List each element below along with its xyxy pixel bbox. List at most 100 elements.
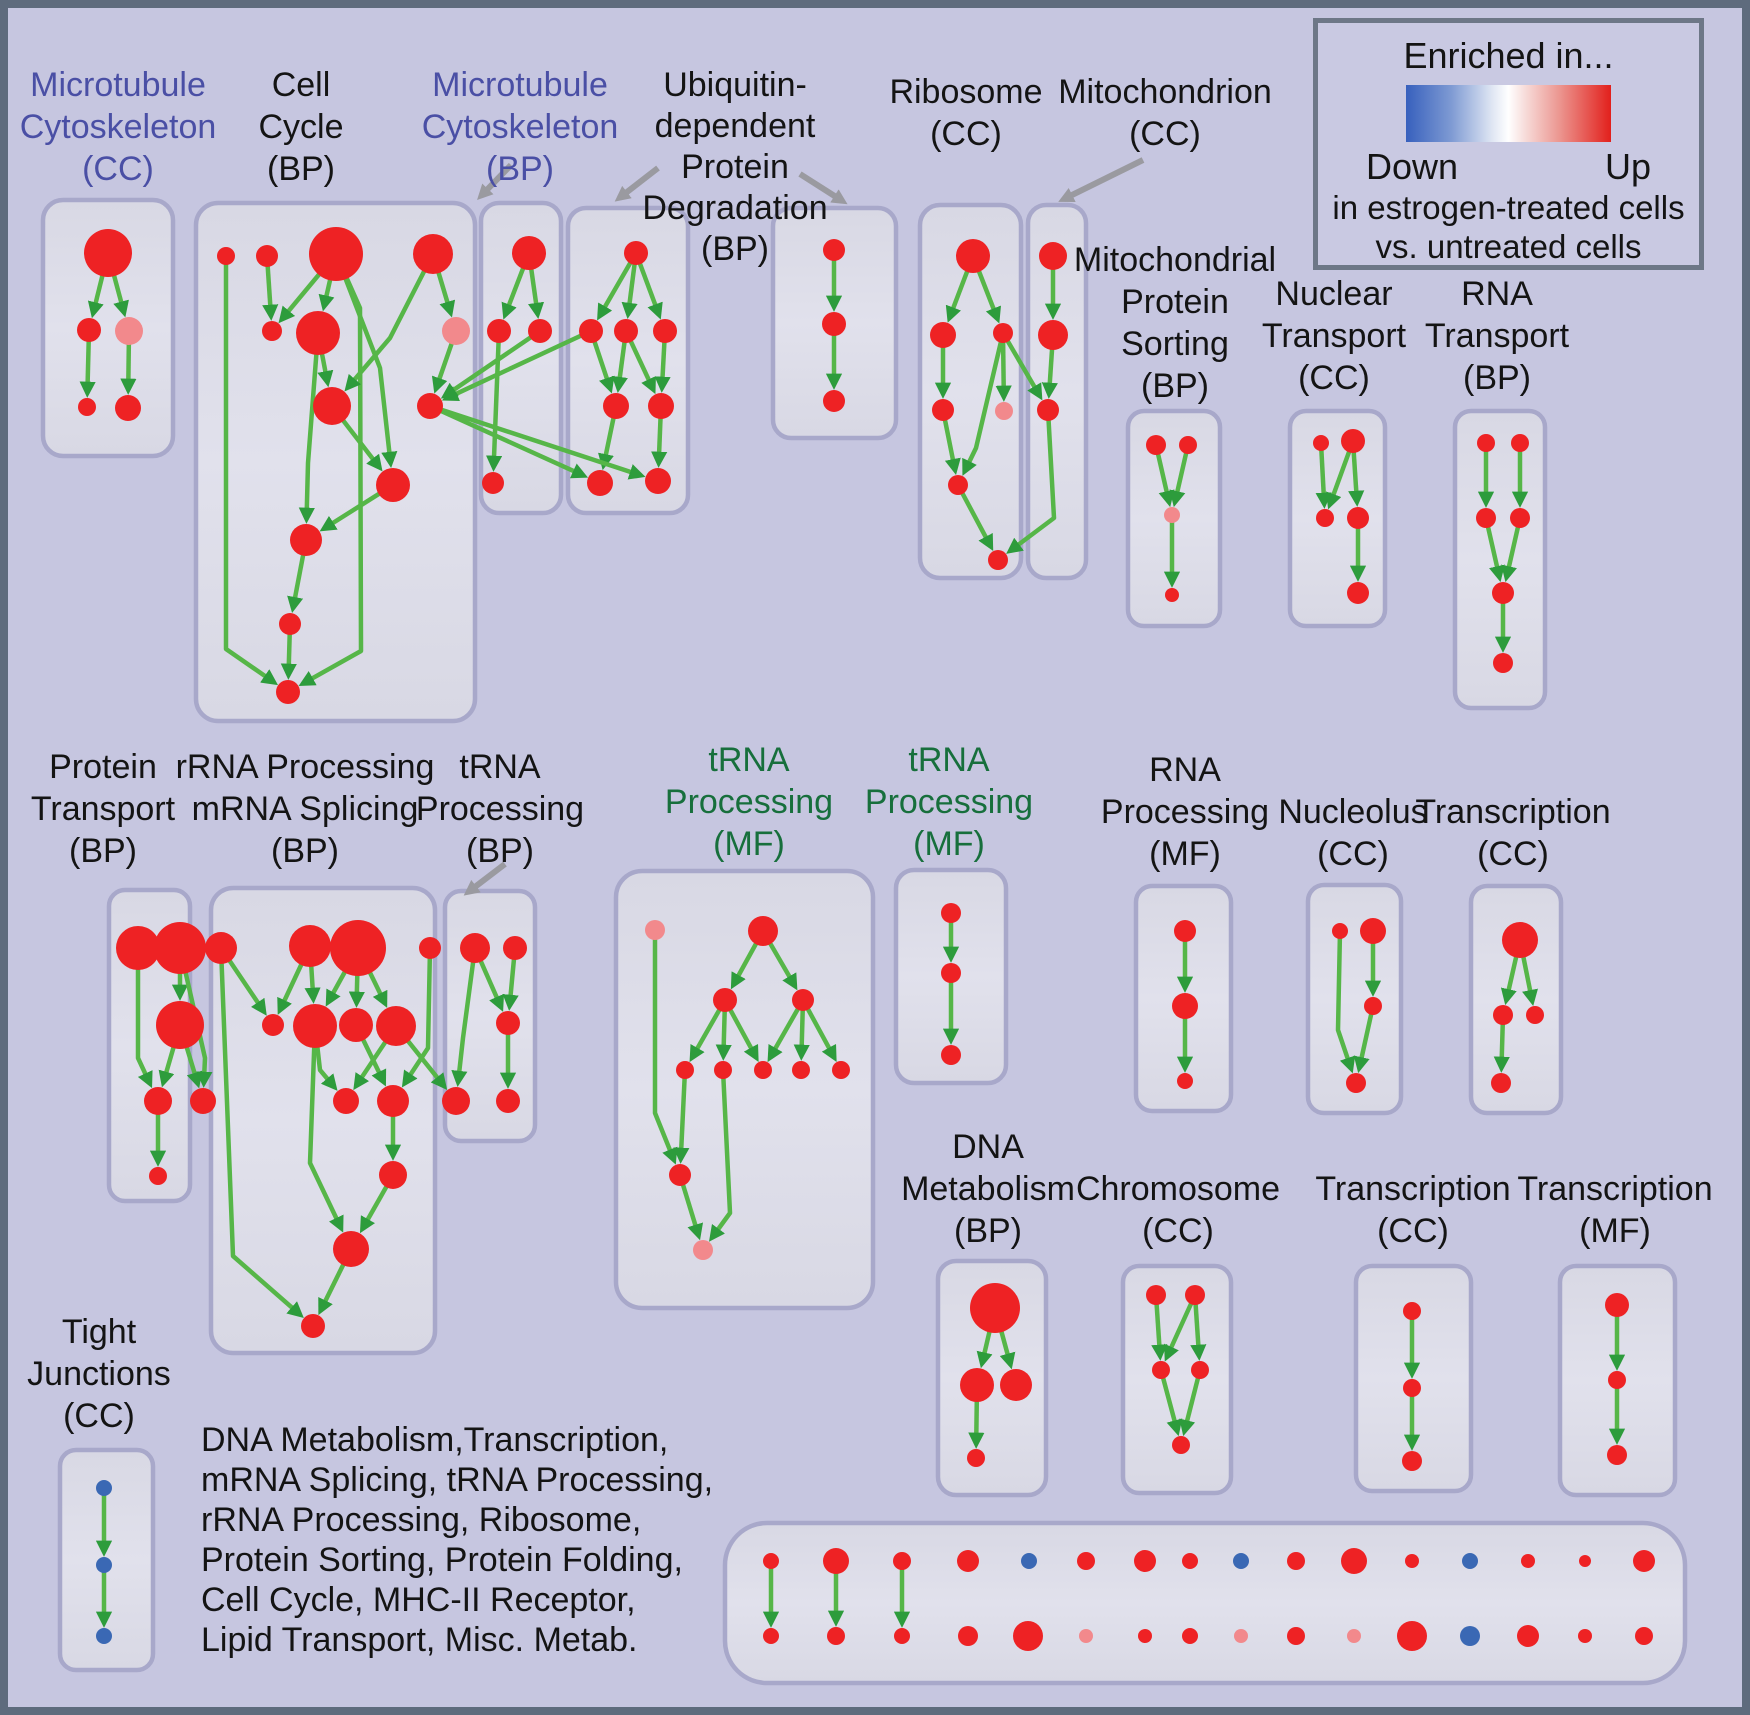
enrichment-edge [1164, 1294, 1198, 1362]
go-term-node [832, 1061, 850, 1079]
enrichment-edge [344, 252, 436, 392]
enrichment-edge [333, 253, 398, 468]
pointer-mitochondrion-arrow-icon [1058, 157, 1145, 202]
go-term-node [1605, 1293, 1629, 1317]
go-term-node [279, 613, 301, 635]
cluster-box-rna-transport-bp [1452, 408, 1548, 711]
go-term-node [748, 916, 778, 946]
legend-context-line2: vs. untreated cells [1375, 228, 1642, 265]
go-term-node [1038, 320, 1068, 350]
go-term-node [1462, 1553, 1478, 1569]
go-term-node [1347, 1629, 1361, 1643]
cluster-label-nucleolus-cc: Nucleolus [1278, 793, 1427, 831]
go-term-node [96, 1557, 112, 1573]
cluster-label-ribosome-cc: (CC) [930, 115, 1002, 153]
cross-cluster-edge [440, 329, 542, 399]
go-term-node [1397, 1621, 1427, 1651]
go-term-node [941, 963, 961, 983]
enrichment-edge [223, 256, 279, 686]
go-term-node [823, 1548, 849, 1574]
go-term-node [1526, 1006, 1544, 1024]
cluster-box-trna-processing-mf-1 [613, 868, 876, 1311]
go-term-node [1332, 923, 1348, 939]
enrichment-edge [401, 947, 433, 1088]
go-term-node [413, 234, 453, 274]
misc-note-line: DNA Metabolism,Transcription, [201, 1421, 669, 1459]
cluster-label-rna-processing-mf: RNA [1149, 751, 1221, 789]
enrichment-edge [673, 1069, 690, 1164]
enrichment-edge [1501, 517, 1523, 583]
go-term-node [1607, 1445, 1627, 1465]
cluster-label-nuclear-transport-cc: (CC) [1298, 359, 1370, 397]
cluster-label-chromosome-cc: (CC) [1142, 1212, 1214, 1250]
go-term-node [648, 393, 674, 419]
enrichment-edge [1190, 1294, 1207, 1361]
cluster-label-cell-cycle-bp: Cycle [258, 108, 343, 146]
legend-endpoint-labels: Down Up [1366, 146, 1651, 188]
go-term-node [379, 1161, 407, 1189]
go-term-node [149, 1167, 167, 1185]
cluster-label-ubiquitin-degradation-bp: (BP) [701, 230, 769, 268]
cluster-label-microtubule-cytoskeleton-bp: Cytoskeleton [422, 108, 619, 146]
go-term-node [376, 468, 410, 502]
enrichment-edge [1158, 1369, 1183, 1437]
cluster-label-trna-processing-bp: (BP) [466, 832, 534, 870]
cluster-label-trna-processing-mf-2: (MF) [913, 825, 985, 863]
go-term-node [995, 402, 1013, 420]
go-term-node [993, 323, 1013, 343]
go-term-node [1134, 1550, 1156, 1572]
go-term-node [894, 1628, 910, 1644]
go-term-node [1021, 1553, 1037, 1569]
go-term-node [669, 1164, 691, 1186]
cluster-label-dna-metabolism-bp: DNA [952, 1128, 1024, 1166]
cluster-box-microtubule-cytoskeleton-cc [40, 197, 176, 459]
cluster-label-mitochondrion-cc: Mitochondrion [1058, 73, 1272, 111]
go-term-node [482, 472, 504, 494]
go-term-node [988, 550, 1008, 570]
enrichment-edge [1151, 1294, 1168, 1361]
go-term-node [1403, 1302, 1421, 1320]
go-term-node [1287, 1552, 1305, 1570]
cross-cluster-edge [1001, 331, 1043, 401]
go-term-node [1521, 1554, 1535, 1568]
go-term-node [967, 1449, 985, 1467]
cross-cluster-edge [441, 328, 592, 401]
go-term-node [503, 936, 527, 960]
cluster-label-transcription-mf: Transcription [1517, 1170, 1712, 1208]
go-term-node [713, 988, 737, 1012]
cluster-label-rna-transport-bp: (BP) [1463, 359, 1531, 397]
go-term-node [956, 239, 990, 273]
cluster-label-mitochondrial-protein-sorting-bp: Mitochondrial [1074, 241, 1276, 279]
cluster-label-rna-transport-bp: RNA [1461, 275, 1533, 313]
go-term-node [1138, 1629, 1152, 1643]
go-term-node [487, 319, 511, 343]
cluster-label-chromosome-cc: Chromosome [1076, 1170, 1280, 1208]
misc-note-line: Cell Cycle, MHC-II Receptor, [201, 1581, 636, 1619]
go-term-node [1313, 435, 1329, 451]
cluster-label-protein-transport-bp: (BP) [69, 832, 137, 870]
cluster-label-trna-processing-mf-2: Processing [865, 783, 1033, 821]
go-term-node [932, 399, 954, 421]
cluster-label-microtubule-cytoskeleton-cc: Microtubule [30, 66, 206, 104]
cluster-label-nuclear-transport-cc: Nuclear [1275, 275, 1392, 313]
go-term-node [1000, 1369, 1032, 1401]
cluster-label-rrna-processing-mrna-splicing-bp: (BP) [271, 832, 339, 870]
enrichment-edge [1353, 1005, 1376, 1074]
cluster-label-protein-transport-bp: Transport [31, 790, 176, 828]
go-term-node [1146, 1285, 1166, 1305]
go-term-node [528, 319, 552, 343]
pointer-trna-bp-arrow-icon [463, 861, 507, 896]
go-term-node [1234, 1629, 1248, 1643]
go-term-node [941, 1045, 961, 1065]
cluster-label-mitochondrial-protein-sorting-bp: Protein [1121, 283, 1229, 321]
go-term-node [77, 318, 101, 342]
go-term-node [893, 1552, 911, 1570]
go-term-node [1341, 1548, 1367, 1574]
go-term-node [1608, 1371, 1626, 1389]
cluster-box-nuclear-transport-cc [1287, 408, 1388, 629]
cluster-label-rna-transport-bp: Transport [1425, 317, 1570, 355]
go-term-node [1360, 918, 1386, 944]
enrichment-edge [1483, 517, 1505, 583]
enrichment-edge [995, 332, 1012, 402]
pointer-ubiquitin-left-arrow-icon [614, 165, 660, 202]
